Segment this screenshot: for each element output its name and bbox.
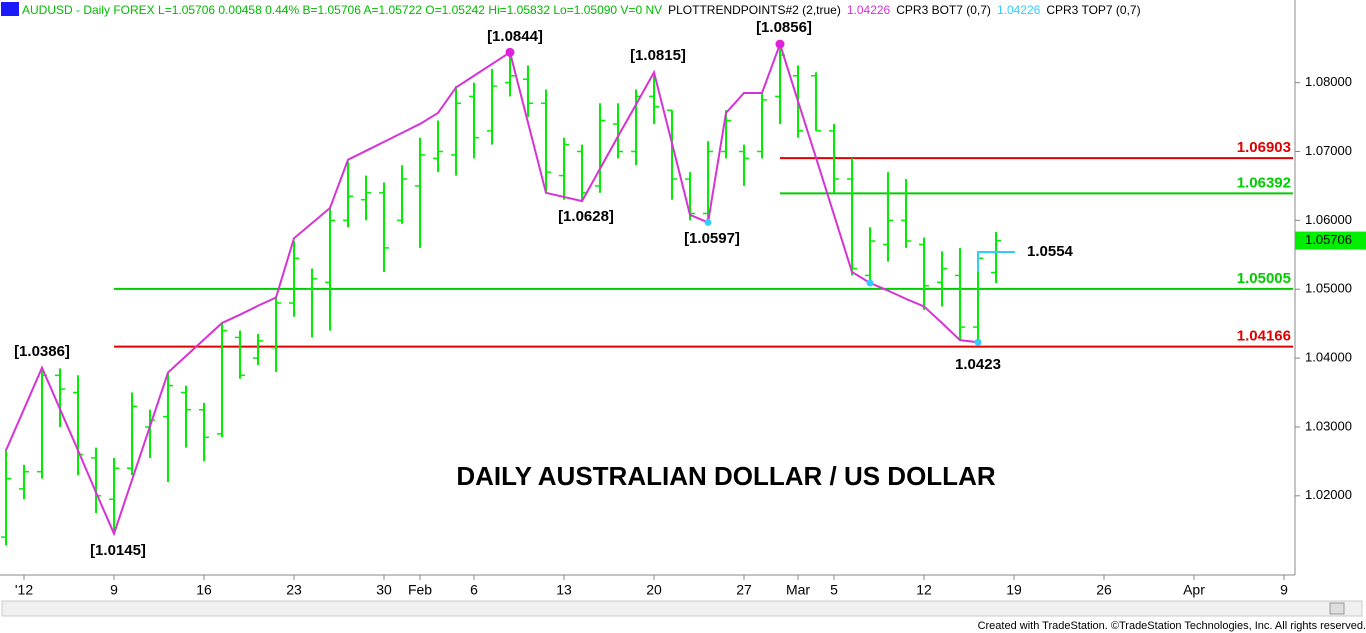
header-part: 1.04226 xyxy=(997,3,1041,17)
x-tick-label: 30 xyxy=(376,582,392,598)
y-tick-label: 1.05000 xyxy=(1305,281,1352,296)
pivot-label: [1.0844] xyxy=(487,28,543,45)
x-tick-label: 27 xyxy=(736,582,752,598)
pivot-label: 1.0423 xyxy=(955,356,1001,373)
x-tick-label: 12 xyxy=(916,582,932,598)
pivot-label: [1.0856] xyxy=(756,19,812,36)
pivot-high xyxy=(775,39,785,49)
x-tick-label: 19 xyxy=(1006,582,1022,598)
scrollbar[interactable] xyxy=(1,600,1363,617)
x-tick-label: 23 xyxy=(286,582,302,598)
level-label: 1.05005 xyxy=(1237,270,1291,287)
pivot-label: [1.0815] xyxy=(630,47,686,64)
symbol-icon xyxy=(1,2,19,16)
cpr-label: 1.0554 xyxy=(1027,243,1074,260)
pivot-label: [1.0628] xyxy=(558,208,614,225)
x-tick-label: 6 xyxy=(470,582,478,598)
pivot-low xyxy=(866,279,874,287)
x-tick-label: Mar xyxy=(786,582,810,598)
x-tick-label: 26 xyxy=(1096,582,1112,598)
pivot-label: [1.0145] xyxy=(90,542,146,559)
y-tick-label: 1.06000 xyxy=(1305,212,1352,227)
pivot-low xyxy=(704,218,712,226)
scroll-thumb[interactable] xyxy=(1329,602,1345,615)
x-tick-label: 20 xyxy=(646,582,662,598)
last-price-label: 1.05706 xyxy=(1305,232,1352,247)
header: AUDUSD - Daily FOREX L=1.05706 0.00458 0… xyxy=(22,3,1141,17)
level-label: 1.04166 xyxy=(1237,328,1291,345)
x-tick-label: Feb xyxy=(408,582,432,598)
trend-line xyxy=(5,40,979,537)
chart-title: DAILY AUSTRALIAN DOLLAR / US DOLLAR xyxy=(456,461,995,491)
header-part: PLOTTRENDPOINTS#2 (2,true) xyxy=(668,3,841,17)
x-tick-label: 9 xyxy=(1280,582,1288,598)
x-tick-label: '12 xyxy=(15,582,33,598)
header-part: AUDUSD - Daily FOREX L=1.05706 0.00458 0… xyxy=(22,3,662,17)
header-part: 1.04226 xyxy=(847,3,891,17)
x-tick-label: 13 xyxy=(556,582,572,598)
header-part: CPR3 TOP7 (0,7) xyxy=(1046,3,1140,17)
pivot-high xyxy=(505,47,515,57)
x-tick-label: 16 xyxy=(196,582,212,598)
last-price-tag xyxy=(1295,231,1366,250)
y-tick-label: 1.07000 xyxy=(1305,143,1352,158)
x-tick-label: 5 xyxy=(830,582,838,598)
pivot-label: [1.0597] xyxy=(684,230,740,247)
y-tick-label: 1.08000 xyxy=(1305,74,1352,89)
level-label: 1.06903 xyxy=(1237,139,1291,156)
y-tick-label: 1.04000 xyxy=(1305,350,1352,365)
header-part: CPR3 BOT7 (0,7) xyxy=(896,3,991,17)
pivot-label: [1.0386] xyxy=(14,343,70,360)
footer: Created with TradeStation. ©TradeStation… xyxy=(978,620,1366,632)
x-tick-label: Apr xyxy=(1183,582,1205,598)
y-tick-label: 1.02000 xyxy=(1305,487,1352,502)
y-tick-label: 1.03000 xyxy=(1305,418,1352,433)
pivot-low xyxy=(974,338,982,346)
level-label: 1.06392 xyxy=(1237,174,1291,191)
x-tick-label: 9 xyxy=(110,582,118,598)
